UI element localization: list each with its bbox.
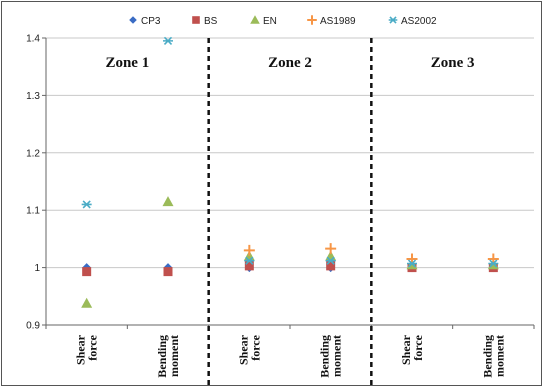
zone-label: Zone 1 [105,55,149,71]
data-point [244,261,254,271]
y-tick-label: 1 [34,263,40,274]
y-tick-label: 1.3 [26,91,40,102]
legend-layer: CP3 BS EN AS1989 AS2002 [129,15,437,27]
category-label-line: Shear [236,334,250,365]
category-label-line: Shear [74,334,88,365]
legend-label: BS [204,16,218,27]
category-label-line: force [411,334,425,360]
data-point [163,36,173,45]
zone-label: Zone 2 [268,55,312,71]
y-tick-label: 0.9 [26,321,40,332]
data-point [407,259,417,268]
category-label-line: force [86,334,100,360]
data-point [82,267,92,277]
category-label-line: moment [330,335,344,377]
data-point [81,297,93,308]
data-point [163,267,173,277]
zone-label: Zone 3 [431,55,475,71]
legend-item: AS1989 [307,15,356,27]
divider-layer [207,38,373,386]
category-label-line: force [248,334,262,360]
category-label-line: moment [492,335,506,377]
y-tick-label: 1.4 [26,34,40,45]
y-tick-label: 1.1 [26,206,40,217]
legend-label: EN [263,16,277,27]
legend-item: EN [250,15,277,27]
legend-label: AS1989 [320,16,356,27]
category-label-line: Shear [399,334,413,365]
series-as2002 [81,36,499,268]
category-label-line: Bending [155,335,169,378]
legend-marker [192,16,200,24]
category-label-line: Bending [318,335,332,378]
data-point [244,256,255,265]
legend-label: AS2002 [401,16,437,27]
legend-label: CP3 [141,16,161,27]
legend-marker [307,15,317,25]
data-point [488,259,499,268]
legend-marker [129,16,137,24]
category-label-line: Bending [480,335,494,378]
legend-marker [250,15,260,24]
point-layer [81,36,499,308]
y-tick-label: 1.2 [26,148,40,159]
data-point [325,243,337,255]
legend-item: BS [192,16,218,27]
data-point [326,261,336,271]
zone-layer: Zone 1 Zone 2 Zone 3 [105,55,474,71]
data-point [81,200,92,209]
data-point [162,196,174,207]
data-point [243,244,255,256]
data-point [325,256,336,265]
legend-marker [388,16,398,24]
legend-item: CP3 [129,16,161,27]
legend-item: AS2002 [388,16,437,27]
category-label-line: moment [167,335,181,377]
